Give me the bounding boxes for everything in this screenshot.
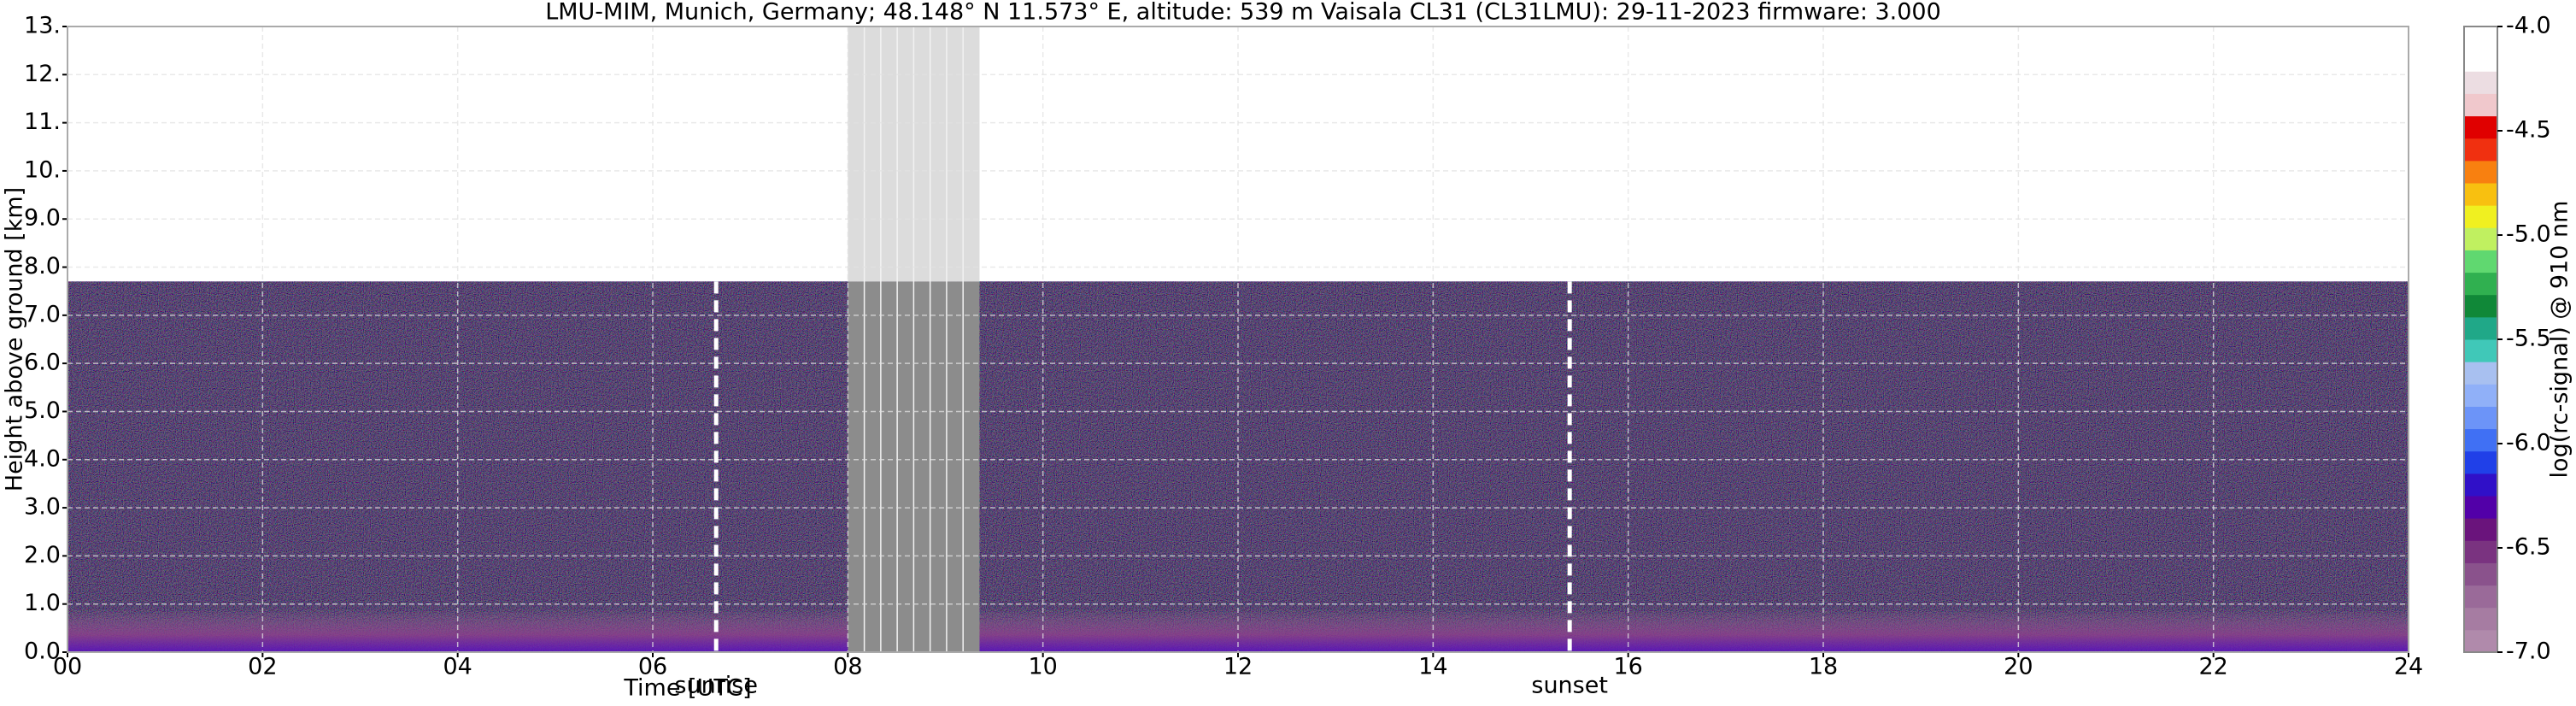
colorbar-swatch	[2464, 138, 2497, 162]
x-tick-label: 18	[1809, 654, 1838, 680]
colorbar-tick-label: -4.5	[2506, 117, 2551, 144]
colorbar-swatch	[2464, 384, 2497, 407]
colorbar-tick-label: -7.0	[2506, 638, 2551, 665]
colorbar-swatch	[2464, 115, 2497, 139]
plot-area	[67, 26, 2409, 653]
colorbar-swatch	[2464, 629, 2497, 653]
x-tick-label: 22	[2198, 654, 2227, 680]
annotation-label: sunrise	[674, 673, 758, 699]
y-tick-label: 12.	[24, 61, 61, 87]
x-tick-label: 04	[443, 654, 472, 680]
colorbar-swatch	[2464, 562, 2497, 586]
y-tick-label: 11.	[24, 109, 61, 135]
y-tick-label: 0.0	[24, 638, 61, 665]
colorbar-swatch	[2464, 607, 2497, 631]
y-axis-label: Height above ground [km]	[2, 187, 28, 491]
colorbar-label: log(rc-signal) @ 910 nm	[2547, 201, 2573, 479]
colorbar-swatch	[2464, 450, 2497, 474]
x-tick-label: 02	[248, 654, 277, 680]
y-tick-label: 7.0	[24, 301, 61, 327]
colorbar-tick-label: -6.0	[2506, 430, 2551, 456]
y-tick-label: 5.0	[24, 397, 61, 424]
colorbar-swatch	[2464, 49, 2497, 72]
colorbar-swatch	[2464, 585, 2497, 609]
x-tick-label: 10	[1028, 654, 1057, 680]
colorbar-swatch	[2464, 294, 2497, 318]
colorbar: -7.0 -6.5 -6.0 -5.5 -5.0 -4.5 -4.0 log(rc-signa…	[2463, 13, 2573, 665]
colorbar-swatch	[2464, 316, 2497, 340]
colorbar-swatch	[2464, 160, 2497, 184]
annotation-label: sunset	[1531, 673, 1608, 699]
colorbar-swatch	[2464, 183, 2497, 206]
colorbar-swatch	[2464, 339, 2497, 362]
y-tick-label: 1.0	[24, 590, 61, 616]
colorbar-swatch	[2464, 406, 2497, 430]
colorbar-swatch	[2464, 227, 2497, 250]
plot-frame	[67, 26, 2409, 653]
x-tick-label: 08	[833, 654, 862, 680]
colorbar-swatch	[2464, 362, 2497, 385]
colorbar-tick-label: -6.5	[2506, 534, 2551, 561]
y-tick-label: 2.0	[24, 542, 61, 568]
x-tick-label: 12	[1223, 654, 1253, 680]
colorbar-swatch	[2464, 473, 2497, 497]
colorbar-swatch	[2464, 250, 2497, 274]
colorbar-tick-label: -5.5	[2506, 326, 2551, 352]
y-tick-label: 4.0	[24, 445, 61, 472]
colorbar-swatch	[2464, 205, 2497, 228]
colorbar-swatch	[2464, 428, 2497, 452]
x-tick-label: 24	[2394, 654, 2423, 680]
chart-title: LMU-MIM, Munich, Germany; 48.148° N 11.5…	[545, 0, 1941, 26]
x-tick-label: 06	[638, 654, 667, 680]
y-tick-label: 3.0	[24, 494, 61, 521]
x-tick-label: 00	[53, 654, 82, 680]
colorbar-swatch	[2464, 26, 2497, 50]
y-tick-label: 10.	[24, 156, 61, 183]
x-tick-label: 14	[1418, 654, 1447, 680]
x-axis-label: Time [UTC]	[623, 675, 751, 702]
colorbar-swatch	[2464, 540, 2497, 563]
colorbar-swatch	[2464, 518, 2497, 541]
x-tick-label: 16	[1613, 654, 1642, 680]
x-tick-label: 20	[2004, 654, 2033, 680]
colorbar-swatch	[2464, 496, 2497, 519]
y-tick-label: 8.0	[24, 253, 61, 279]
y-tick-label: 6.0	[24, 350, 61, 376]
colorbar-tick-label: -4.0	[2506, 13, 2551, 39]
y-tick-label: 13.	[24, 13, 61, 39]
colorbar-swatch	[2464, 93, 2497, 117]
colorbar-swatch	[2464, 272, 2497, 296]
y-tick-label: 9.0	[24, 205, 61, 232]
colorbar-tick-label: -5.0	[2506, 221, 2551, 248]
colorbar-swatch	[2464, 71, 2497, 94]
